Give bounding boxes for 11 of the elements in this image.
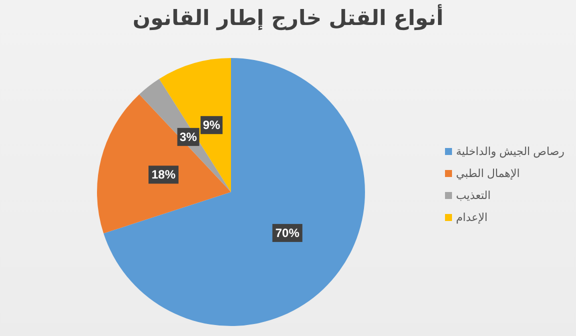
pie-slice	[104, 58, 365, 326]
chart-title: أنواع القتل خارج إطار القانون	[132, 6, 444, 30]
legend-label: رصاص الجيش والداخلية	[456, 144, 564, 158]
legend-label: الإهمال الطبي	[456, 166, 520, 180]
legend-label: التعذيب	[456, 188, 491, 202]
data-label: 70%	[275, 226, 300, 240]
pie-slice	[97, 94, 231, 234]
data-label: 3%	[180, 130, 198, 144]
data-label: 9%	[202, 118, 221, 132]
legend-label: الإعدام	[456, 210, 488, 224]
data-label: 18%	[151, 168, 176, 182]
